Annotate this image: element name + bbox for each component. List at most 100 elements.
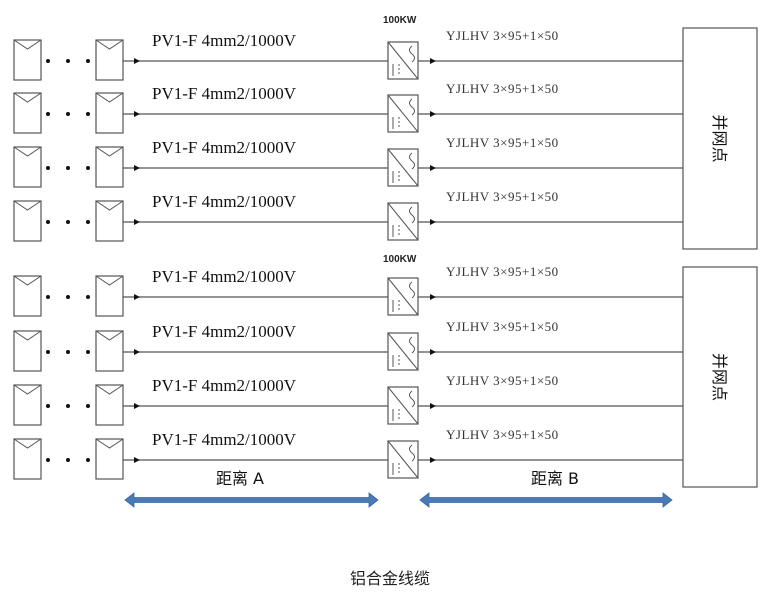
inverter-icon bbox=[387, 277, 419, 316]
inverter-rating-label: 100KW bbox=[383, 254, 417, 265]
ellipsis-dot bbox=[66, 458, 70, 462]
ellipsis-dot bbox=[46, 458, 50, 462]
ellipsis-dot bbox=[86, 295, 90, 299]
pv-module-icon bbox=[95, 330, 124, 372]
pv-module-icon bbox=[95, 146, 124, 188]
dc-cable-label: PV1-F 4mm2/1000V bbox=[152, 267, 297, 286]
pv-module-icon bbox=[13, 330, 42, 372]
flow-arrow-icon bbox=[430, 219, 436, 225]
distance-b-arrow bbox=[419, 492, 673, 508]
pv-module-icon bbox=[95, 384, 124, 426]
dc-cable-label: PV1-F 4mm2/1000V bbox=[152, 31, 297, 50]
pv-module-icon-detail bbox=[95, 146, 124, 157]
ellipsis-dot bbox=[66, 59, 70, 63]
ac-cable-label: YJLHV 3×95+1×50 bbox=[446, 373, 559, 388]
flow-arrow-icon bbox=[134, 219, 140, 225]
caption: 铝合金线缆 bbox=[350, 569, 430, 588]
dc-cable-label: PV1-F 4mm2/1000V bbox=[152, 430, 297, 449]
flow-arrow-icon bbox=[134, 349, 140, 355]
ellipsis-dot bbox=[46, 112, 50, 116]
pv-module-icon-detail bbox=[95, 384, 124, 395]
ellipsis-dot bbox=[86, 166, 90, 170]
ellipsis-dot bbox=[46, 404, 50, 408]
inverter-group: 100KW 并网点 PV1-F 4mm2/1000V YJLHV 3×95+1×50 P… bbox=[13, 254, 758, 488]
pv-module-icon bbox=[95, 39, 124, 81]
distance-a-arrow bbox=[124, 492, 379, 508]
ac-cable-label: YJLHV 3×95+1×50 bbox=[446, 319, 559, 334]
pv-module-icon-detail bbox=[13, 384, 42, 395]
pv-module-icon bbox=[13, 275, 42, 317]
ac-cable-label: YJLHV 3×95+1×50 bbox=[446, 264, 559, 279]
ellipsis-dot bbox=[66, 220, 70, 224]
flow-arrow-icon bbox=[430, 457, 436, 463]
pv-module-icon-detail bbox=[95, 330, 124, 341]
pv-module-icon bbox=[95, 275, 124, 317]
grid-connection-point-label: 并网点 bbox=[710, 353, 729, 401]
pv-module-icon bbox=[95, 438, 124, 480]
flow-arrow-icon bbox=[430, 349, 436, 355]
pv-module-icon-detail bbox=[13, 146, 42, 157]
pv-module-icon-detail bbox=[95, 200, 124, 211]
ellipsis-dot bbox=[46, 166, 50, 170]
ellipsis-dot bbox=[66, 350, 70, 354]
distance-a-label: 距离 A bbox=[216, 469, 264, 488]
dc-cable-label: PV1-F 4mm2/1000V bbox=[152, 192, 297, 211]
string-row: PV1-F 4mm2/1000V YJLHV 3×95+1×50 bbox=[13, 373, 683, 426]
string-row: PV1-F 4mm2/1000V YJLHV 3×95+1×50 bbox=[13, 189, 683, 242]
flow-arrow-icon bbox=[134, 165, 140, 171]
ellipsis-dot bbox=[46, 350, 50, 354]
inverter-icon bbox=[387, 202, 419, 241]
grid-connection-point-box bbox=[682, 27, 758, 250]
inverter-icon bbox=[387, 41, 419, 80]
grid-connection-point-label: 并网点 bbox=[710, 114, 729, 162]
inverter-icon bbox=[387, 94, 419, 133]
string-row: PV1-F 4mm2/1000V YJLHV 3×95+1×50 bbox=[13, 135, 683, 188]
ellipsis-dot bbox=[46, 220, 50, 224]
pv-module-icon-detail bbox=[13, 200, 42, 211]
pv-module-icon-detail bbox=[13, 275, 42, 286]
pv-module-icon bbox=[13, 92, 42, 134]
ac-cable-label: YJLHV 3×95+1×50 bbox=[446, 427, 559, 442]
ellipsis-dot bbox=[66, 404, 70, 408]
string-row: PV1-F 4mm2/1000V YJLHV 3×95+1×50 bbox=[13, 81, 683, 134]
pv-module-icon-detail bbox=[95, 92, 124, 103]
pv-module-icon bbox=[13, 200, 42, 242]
ellipsis-dot bbox=[86, 59, 90, 63]
inverter-icon bbox=[387, 440, 419, 479]
flow-arrow-icon bbox=[430, 294, 436, 300]
pv-module-icon-detail bbox=[13, 39, 42, 50]
flow-arrow-icon bbox=[134, 457, 140, 463]
inverter-rating-label: 100KW bbox=[383, 15, 417, 26]
ellipsis-dot bbox=[86, 350, 90, 354]
dc-cable-label: PV1-F 4mm2/1000V bbox=[152, 376, 297, 395]
pv-module-icon bbox=[95, 200, 124, 242]
inverter-icon bbox=[387, 148, 419, 187]
string-row: PV1-F 4mm2/1000V YJLHV 3×95+1×50 bbox=[13, 319, 683, 372]
pv-module-icon bbox=[95, 92, 124, 134]
pv-module-icon-detail bbox=[13, 92, 42, 103]
string-row: PV1-F 4mm2/1000V YJLHV 3×95+1×50 bbox=[13, 28, 683, 81]
flow-arrow-icon bbox=[134, 403, 140, 409]
string-row: PV1-F 4mm2/1000V YJLHV 3×95+1×50 bbox=[13, 427, 683, 480]
ac-cable-label: YJLHV 3×95+1×50 bbox=[446, 135, 559, 150]
flow-arrow-icon bbox=[430, 403, 436, 409]
flow-arrow-icon bbox=[430, 111, 436, 117]
pv-module-icon bbox=[13, 384, 42, 426]
ellipsis-dot bbox=[86, 404, 90, 408]
pv-module-icon-detail bbox=[95, 39, 124, 50]
flow-arrow-icon bbox=[134, 111, 140, 117]
ellipsis-dot bbox=[86, 220, 90, 224]
ellipsis-dot bbox=[86, 458, 90, 462]
pv-module-icon bbox=[13, 438, 42, 480]
pv-module-icon-detail bbox=[95, 275, 124, 286]
inverter-icon bbox=[387, 332, 419, 371]
string-row: PV1-F 4mm2/1000V YJLHV 3×95+1×50 bbox=[13, 264, 683, 317]
flow-arrow-icon bbox=[134, 294, 140, 300]
ellipsis-dot bbox=[86, 112, 90, 116]
ellipsis-dot bbox=[46, 59, 50, 63]
ellipsis-dot bbox=[66, 112, 70, 116]
flow-arrow-icon bbox=[134, 58, 140, 64]
flow-arrow-icon bbox=[430, 58, 436, 64]
ellipsis-dot bbox=[66, 166, 70, 170]
ellipsis-dot bbox=[66, 295, 70, 299]
